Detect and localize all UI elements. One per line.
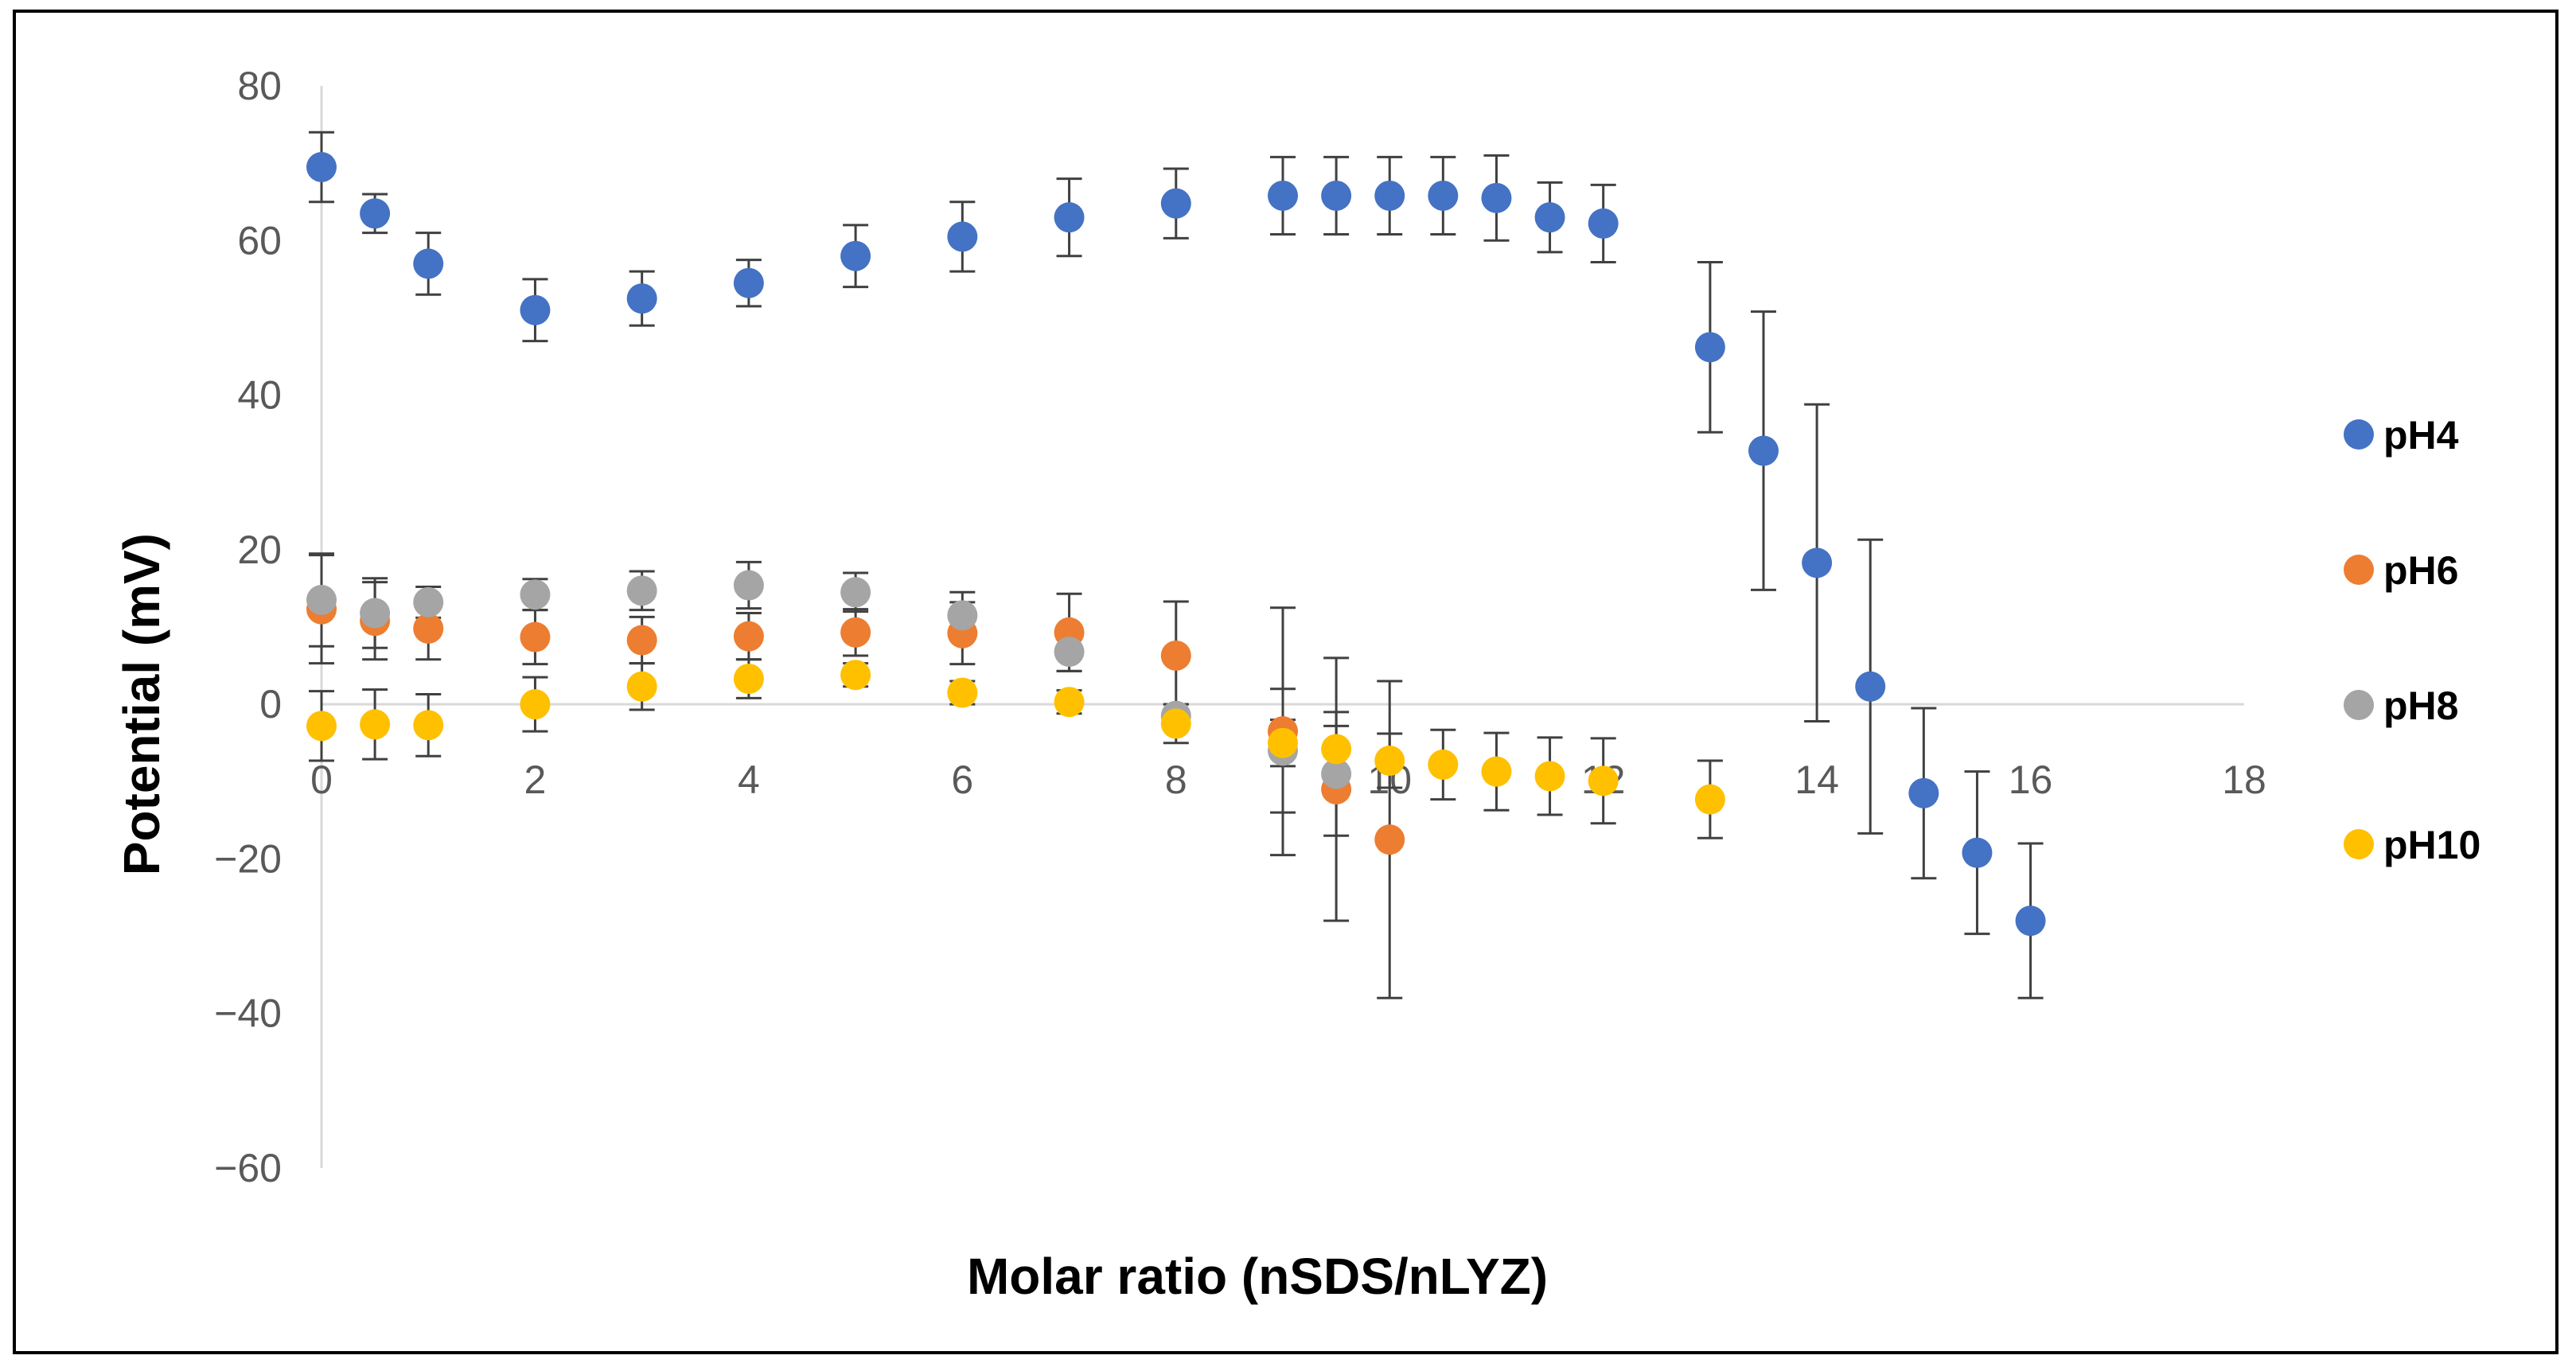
point-pH4	[1268, 180, 1298, 211]
error-bars	[309, 130, 2044, 999]
point-pH4	[2015, 905, 2046, 937]
point-pH8	[840, 577, 871, 608]
point-pH8	[626, 575, 657, 606]
point-pH8	[947, 600, 978, 631]
x-tick-label: 0	[310, 757, 333, 802]
point-pH4	[1802, 547, 1833, 578]
point-pH10	[1694, 784, 1725, 815]
point-pH4	[1908, 777, 1939, 808]
point-pH8	[306, 585, 337, 615]
legend-marker	[2344, 555, 2374, 585]
point-pH6	[1374, 824, 1405, 855]
y-tick-label: 60	[237, 218, 282, 263]
point-pH4	[1855, 671, 1886, 702]
legend-marker	[2344, 829, 2374, 859]
legend-label: pH4	[2383, 413, 2459, 458]
axes: −60−40−20020406080024681012141618	[214, 64, 2266, 1190]
point-pH4	[306, 152, 337, 182]
legend-marker	[2344, 419, 2374, 450]
point-pH4	[1748, 435, 1779, 466]
point-pH8	[1321, 758, 1352, 789]
point-pH10	[1481, 756, 1512, 787]
point-pH10	[306, 711, 337, 742]
point-pH8	[413, 586, 444, 617]
point-pH4	[840, 240, 871, 271]
point-pH6	[520, 621, 551, 652]
y-tick-label: −40	[214, 991, 282, 1036]
y-tick-label: −20	[214, 836, 282, 881]
x-tick-label: 2	[524, 757, 547, 802]
x-tick-label: 6	[951, 757, 973, 802]
y-tick-label: 80	[237, 64, 282, 108]
point-pH10	[413, 710, 444, 741]
point-pH10	[360, 709, 391, 740]
y-tick-label: 0	[259, 682, 282, 726]
point-pH8	[1054, 637, 1085, 668]
point-pH10	[840, 660, 871, 691]
point-pH10	[520, 689, 551, 720]
legend-label: pH8	[2383, 684, 2458, 728]
y-axis-title: Potential (mV)	[113, 533, 170, 875]
point-pH4	[360, 198, 391, 229]
chart: −60−40−20020406080024681012141618 Molar …	[113, 64, 2481, 1305]
x-tick-label: 8	[1165, 757, 1187, 802]
point-pH6	[840, 617, 871, 648]
x-axis-title: Molar ratio (nSDS/nLYZ)	[967, 1248, 1548, 1305]
point-pH10	[1160, 708, 1191, 739]
point-pH6	[626, 625, 657, 656]
point-pH4	[1321, 180, 1352, 211]
point-pH6	[733, 621, 764, 652]
x-tick-label: 4	[738, 757, 760, 802]
legend-item-pH10: pH10	[2344, 823, 2481, 867]
point-pH10	[1534, 761, 1565, 792]
y-tick-label: −60	[214, 1146, 282, 1190]
point-pH6	[1160, 640, 1191, 671]
y-tick-label: 20	[237, 528, 282, 572]
point-pH4	[1962, 837, 1993, 868]
point-pH10	[947, 677, 978, 708]
point-pH10	[1374, 746, 1405, 777]
point-pH6	[413, 613, 444, 644]
chart-frame: −60−40−20020406080024681012141618 Molar …	[13, 10, 2558, 1354]
y-tick-label: 40	[237, 373, 282, 418]
point-pH10	[626, 671, 657, 702]
point-pH8	[733, 570, 764, 601]
point-pH4	[626, 283, 657, 314]
point-pH4	[1160, 188, 1191, 219]
point-pH4	[1054, 202, 1085, 233]
point-pH10	[1054, 687, 1085, 718]
point-pH10	[1428, 749, 1459, 780]
point-pH4	[1428, 180, 1459, 211]
legend-label: pH10	[2383, 823, 2481, 867]
point-pH10	[1588, 765, 1619, 796]
legend-item-pH6: pH6	[2344, 548, 2458, 593]
point-pH8	[360, 598, 391, 629]
point-pH4	[1694, 332, 1725, 363]
data-points	[306, 152, 2046, 937]
point-pH4	[1481, 182, 1512, 213]
legend-marker	[2344, 690, 2374, 720]
x-tick-label: 16	[2009, 757, 2053, 802]
legend-item-pH8: pH8	[2344, 684, 2458, 728]
point-pH10	[1321, 734, 1352, 765]
point-pH8	[520, 579, 551, 610]
point-pH4	[1374, 180, 1405, 211]
point-pH4	[1534, 202, 1565, 233]
x-tick-label: 14	[1795, 757, 1839, 802]
legend-item-pH4: pH4	[2344, 413, 2459, 458]
point-pH4	[733, 267, 764, 298]
point-pH10	[1268, 727, 1298, 758]
legend-label: pH6	[2383, 548, 2458, 593]
point-pH10	[733, 664, 764, 695]
x-tick-label: 18	[2222, 757, 2266, 802]
point-pH4	[1588, 208, 1619, 239]
legend: pH4 pH6 pH8 pH10	[2344, 413, 2481, 867]
point-pH4	[520, 294, 551, 325]
point-pH4	[947, 221, 978, 252]
point-pH4	[413, 248, 444, 279]
